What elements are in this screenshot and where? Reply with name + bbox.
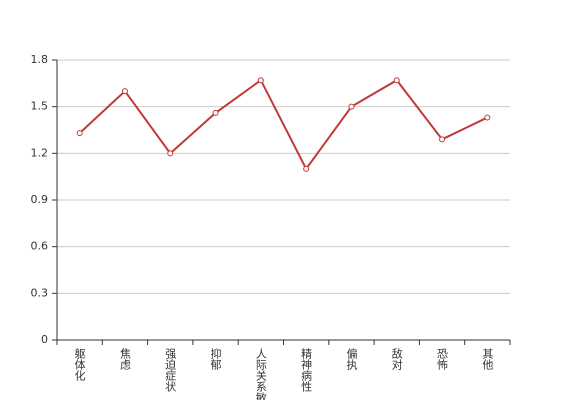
x-tick-label: 恐怖: [436, 348, 449, 370]
y-tick-label: 0: [41, 333, 48, 346]
x-tick-label: 躯体化: [73, 348, 86, 382]
point: [484, 114, 491, 121]
point: [121, 88, 128, 95]
y-tick-label: 1.5: [31, 100, 49, 113]
x-tick-label: 偏执: [345, 347, 358, 371]
point: [348, 103, 355, 110]
x-tick-label: 强迫症状: [164, 348, 177, 392]
point: [439, 136, 446, 143]
point: [303, 165, 310, 172]
x-tick-label: 焦虑: [118, 348, 131, 370]
point: [167, 150, 174, 157]
y-tick-label: 0.9: [31, 193, 49, 206]
y-tick-label: 0.6: [31, 240, 49, 253]
point: [76, 130, 83, 137]
x-tick-label: 抑郁: [209, 347, 222, 370]
y-tick-label: 1.2: [31, 146, 49, 159]
y-tick-label: 1.8: [31, 53, 49, 66]
x-tick-label: 人际关系敏感: [254, 348, 267, 400]
point: [257, 77, 264, 84]
y-tick-label: 0.3: [31, 286, 49, 299]
x-tick-label: 精神病性: [300, 348, 313, 393]
x-tick-label: 敌对: [390, 347, 403, 370]
point: [212, 109, 219, 116]
point: [393, 77, 400, 84]
line: [78, 78, 488, 171]
x-tick-label: 其他: [481, 348, 494, 370]
